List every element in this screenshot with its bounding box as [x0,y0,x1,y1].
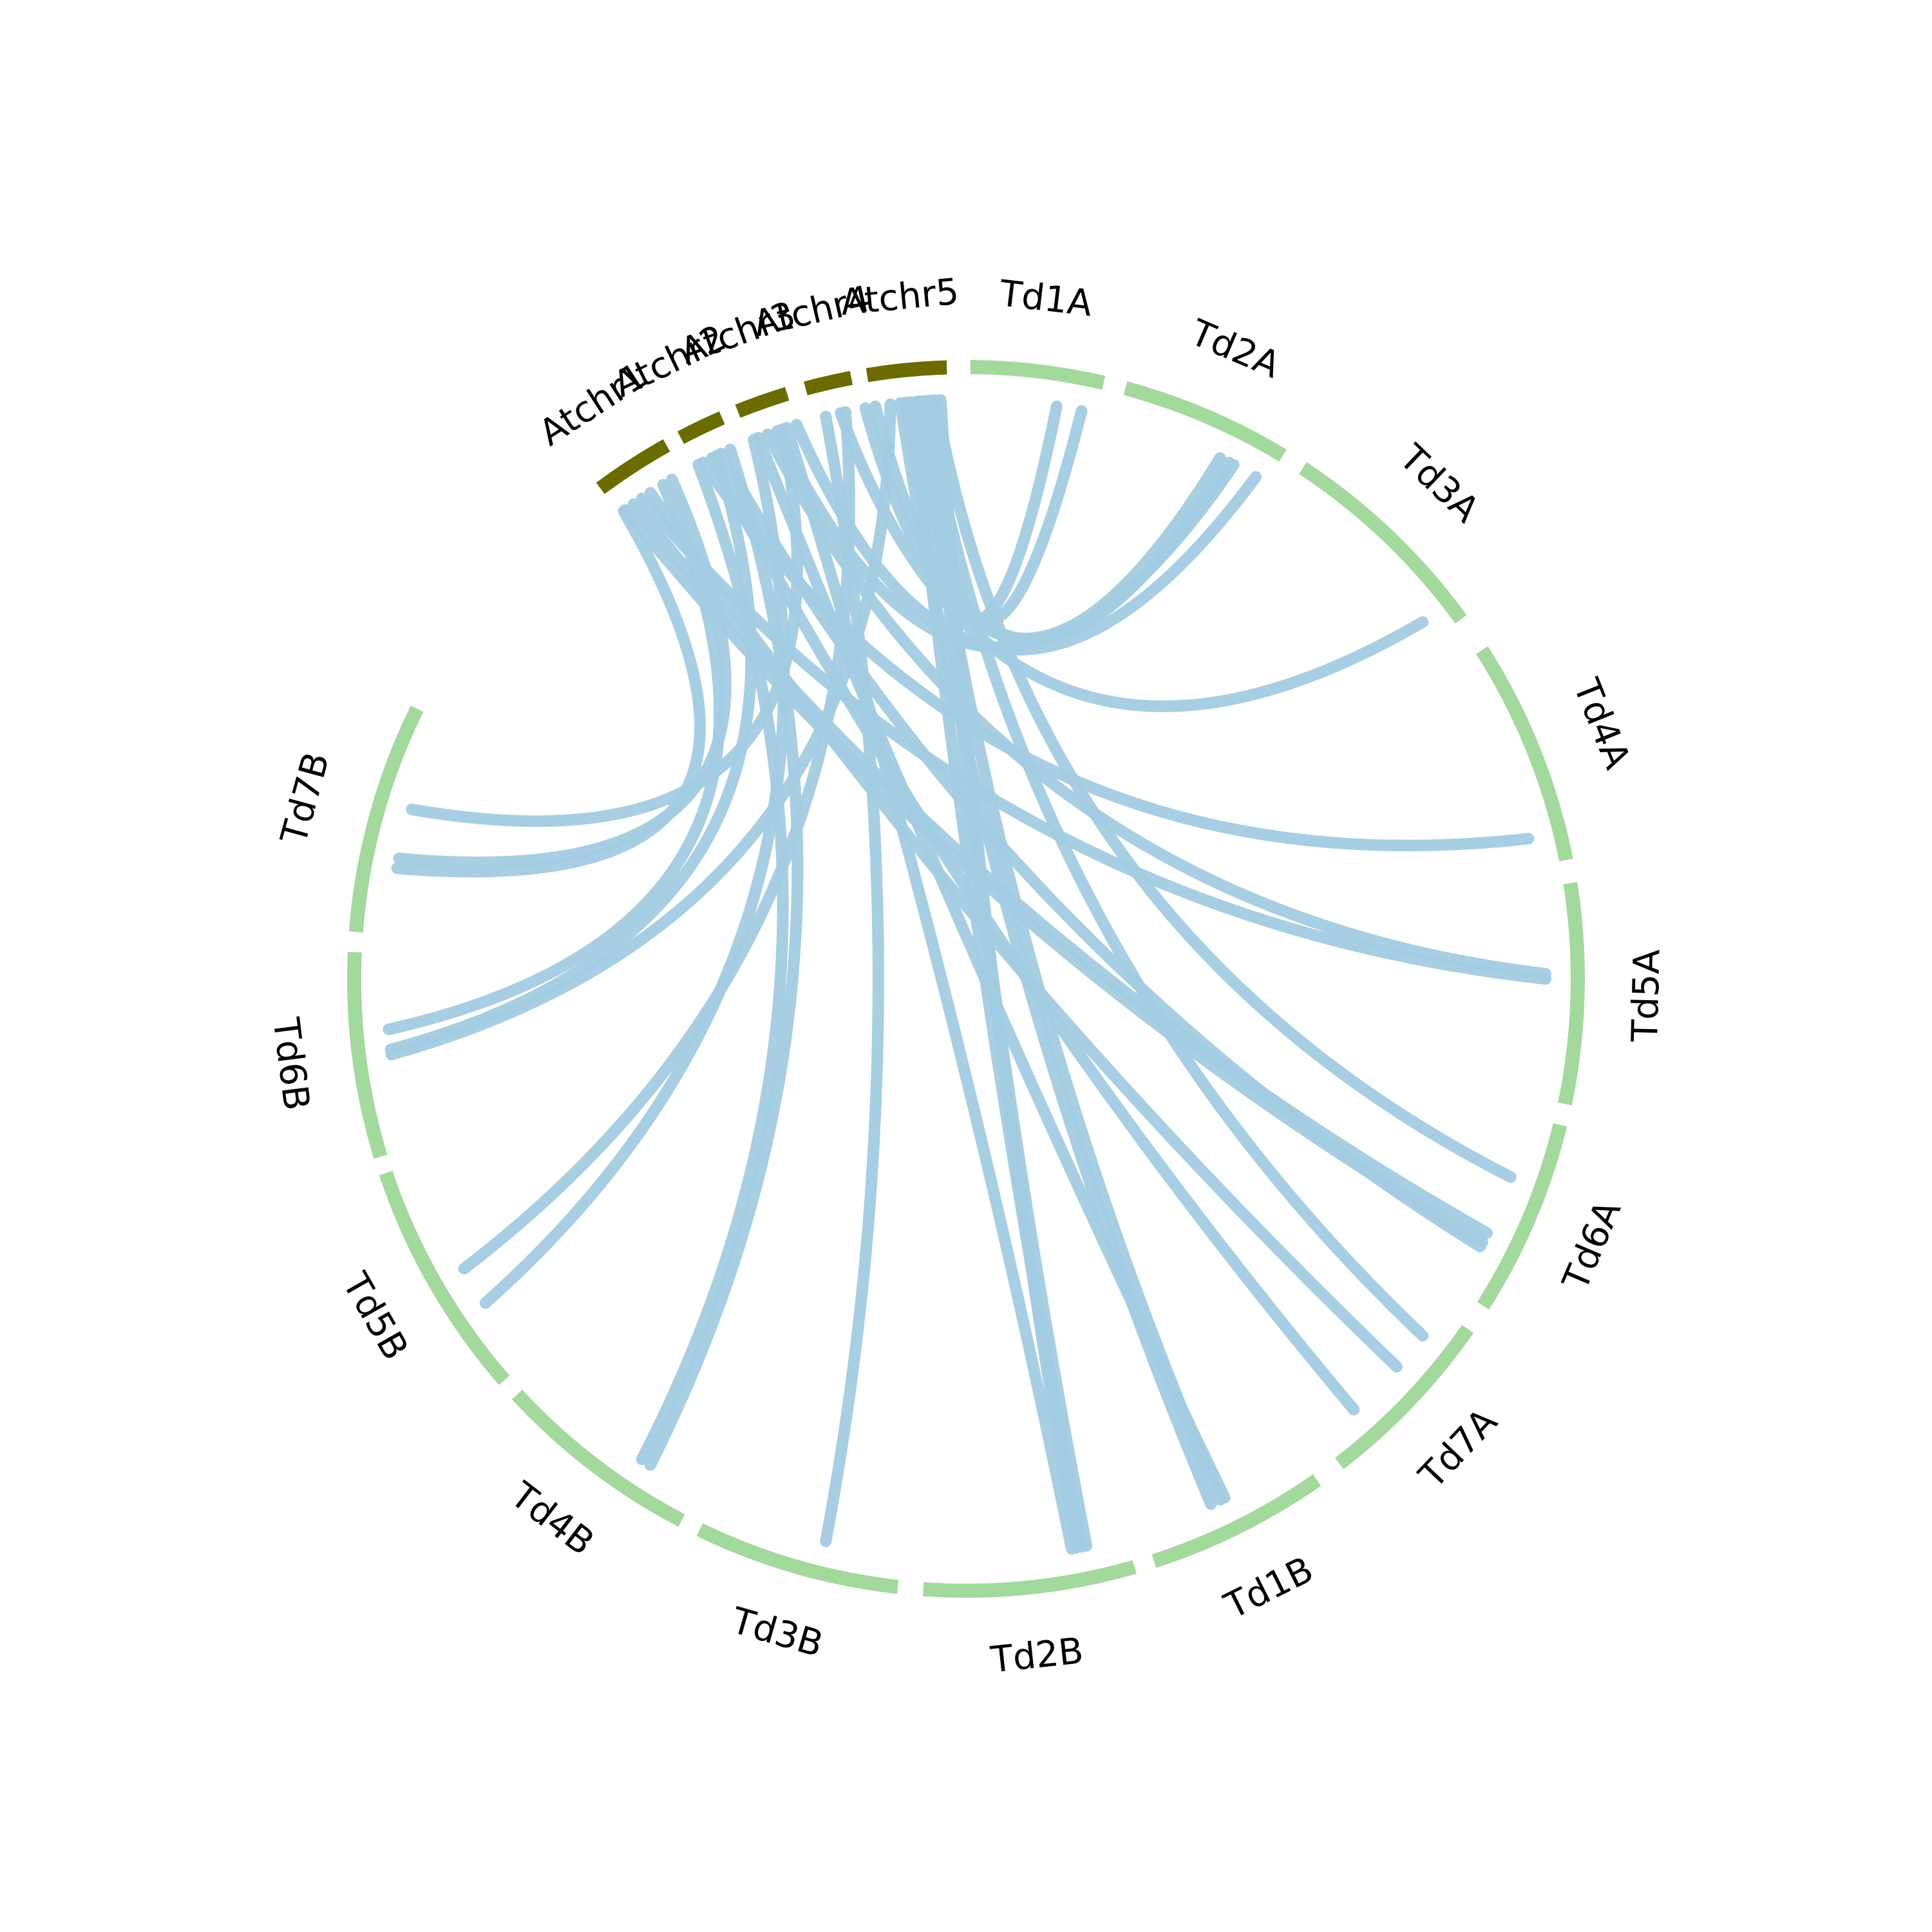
link-atchr5-td2b [904,396,1088,1553]
link-atchr5-td6a [929,394,1517,1183]
segment-atchr5 [866,360,947,383]
segment-td2b [922,1560,1137,1598]
segment-td3a [1298,462,1467,624]
link-atchr3-td5b [479,433,790,1309]
segment-atchr4 [804,371,853,395]
segment-label-td2b: Td2B [989,1630,1086,1681]
segment-td7a [1334,1325,1474,1470]
segment-td4a [1475,646,1573,862]
link-atchr5-td6b [385,398,896,1061]
link-atchr1-td7b [391,505,706,878]
link-atchr3-td2b [781,422,1078,1555]
segment-td1a [970,360,1106,390]
link-atchr2-td6a [715,448,1486,1253]
segment-atchr3 [735,386,790,418]
link-atchr4-td3b [820,410,884,1548]
link-atchr2-td4b [644,443,804,1471]
segments-layer [347,360,1585,1598]
segment-atchr1 [596,439,670,495]
segment-td6b [347,952,388,1159]
segment-td2a [1123,381,1287,462]
segment-td5b [379,1170,510,1385]
segment-td6a [1477,1122,1567,1310]
segment-td1b [1151,1474,1321,1568]
links-layer [383,393,1551,1555]
segment-td4b [511,1389,685,1527]
link-atchr5-td7a [920,395,1429,1342]
link-atchr1-td6b [383,478,726,1036]
link-atchr4-td5b [458,406,855,1274]
link-atchr1-td6a [627,498,1493,1239]
segment-td3b [696,1523,899,1595]
link-atchr3-td7b [406,423,803,828]
link-atchr4-td3a [835,407,1429,712]
segment-label-td5a: Td5A [1624,949,1669,1043]
segment-td5a [1558,882,1585,1106]
segment-atchr2 [677,411,725,444]
segment-td7b [348,705,424,933]
